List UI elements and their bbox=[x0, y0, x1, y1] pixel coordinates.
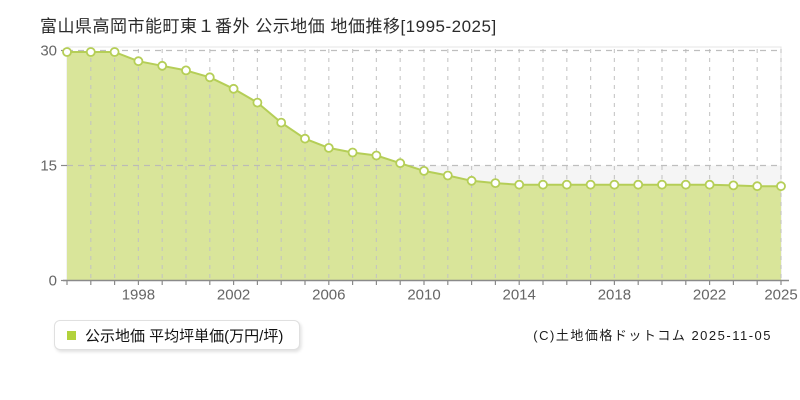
data-point bbox=[419, 165, 429, 176]
data-point bbox=[514, 179, 525, 190]
data-point bbox=[752, 181, 763, 192]
data-point bbox=[585, 179, 596, 190]
legend-label: 公示地価 平均坪単価(万円/坪) bbox=[85, 327, 284, 345]
x-tick-label: 2002 bbox=[217, 287, 250, 304]
x-tick-label: 2025 bbox=[764, 287, 797, 304]
copyright-text: (C)土地価格ドットコム 2025-11-05 bbox=[533, 328, 772, 343]
x-tick-label: 2014 bbox=[503, 287, 536, 304]
data-point bbox=[466, 175, 477, 186]
data-point bbox=[490, 178, 501, 189]
data-point bbox=[395, 158, 406, 169]
data-point bbox=[538, 179, 548, 190]
y-tick-label: 15 bbox=[40, 158, 57, 175]
data-points bbox=[62, 47, 786, 192]
data-point bbox=[776, 181, 786, 192]
data-point bbox=[109, 47, 120, 57]
data-point bbox=[85, 47, 96, 57]
data-point bbox=[633, 179, 644, 190]
chart-title: 富山県高岡市能町東１番外 公示地価 地価推移[1995-2025] bbox=[40, 17, 497, 36]
legend-square-icon bbox=[67, 330, 76, 340]
data-point bbox=[657, 179, 667, 190]
y-tick-label: 30 bbox=[40, 43, 57, 60]
data-point bbox=[133, 56, 144, 67]
x-axis: 1998 2002 2006 2010 2014 2018 2022 2025 bbox=[63, 279, 798, 304]
data-point bbox=[561, 179, 572, 190]
data-point bbox=[228, 83, 239, 94]
data-point bbox=[204, 72, 215, 83]
data-point bbox=[252, 97, 263, 108]
data-point bbox=[728, 180, 739, 191]
x-tick-label: 2018 bbox=[598, 287, 631, 304]
data-point bbox=[442, 170, 453, 181]
x-tick-label: 1998 bbox=[122, 287, 155, 304]
data-point bbox=[371, 150, 382, 161]
data-point bbox=[609, 179, 620, 190]
data-point bbox=[62, 47, 72, 57]
y-axis: 0 15 30 bbox=[40, 43, 67, 290]
data-point bbox=[276, 117, 287, 128]
data-point bbox=[181, 65, 191, 76]
data-point bbox=[323, 142, 334, 153]
legend: 公示地価 平均坪単価(万円/坪) bbox=[54, 320, 301, 350]
data-point bbox=[300, 133, 310, 144]
y-tick-label: 0 bbox=[49, 273, 57, 290]
data-point bbox=[704, 179, 715, 190]
grid bbox=[67, 49, 782, 280]
x-tick-label: 2010 bbox=[407, 287, 440, 304]
data-point bbox=[157, 60, 168, 71]
area-series bbox=[67, 52, 781, 281]
price-trend-chart: 1998 2002 2006 2010 2014 2018 2022 2025 0 15 30 bbox=[40, 43, 798, 304]
data-point bbox=[680, 179, 691, 190]
data-point bbox=[347, 147, 358, 158]
x-tick-label: 2022 bbox=[693, 287, 726, 304]
x-tick-label: 2006 bbox=[312, 287, 345, 304]
